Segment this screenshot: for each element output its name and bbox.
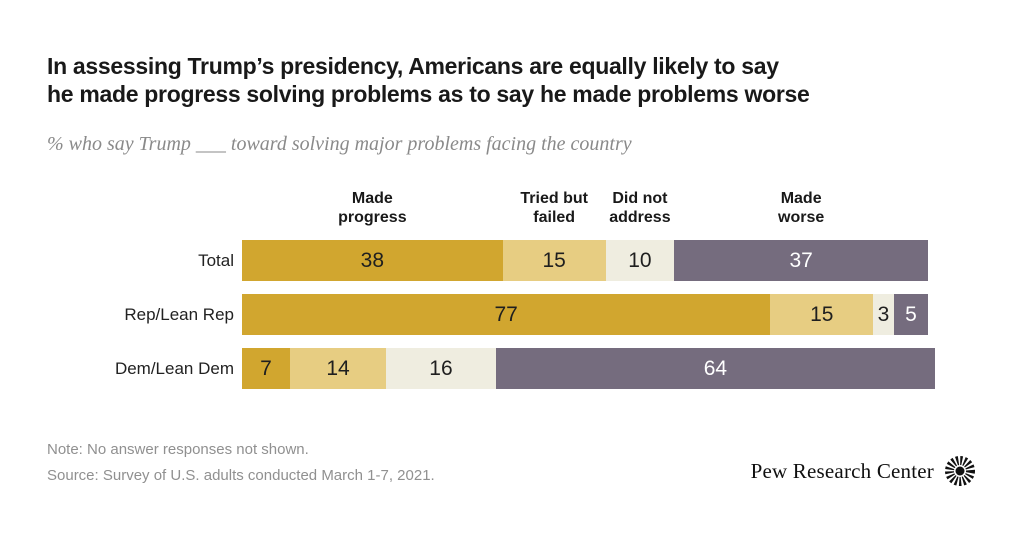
pew-starburst-icon — [945, 456, 975, 486]
bar-segment: 38 — [242, 240, 503, 282]
bar-segment: 15 — [502, 240, 606, 282]
bar-segment: 5 — [893, 294, 929, 336]
brand-wordmark: Pew Research Center — [750, 458, 934, 483]
row-label: Dem/Lean Dem — [114, 358, 234, 378]
bar-segment: 77 — [242, 294, 771, 336]
column-header: Made progress — [242, 189, 503, 227]
chart-row: Total 38 15 10 37 — [47, 240, 977, 282]
stacked-bar: 38 15 10 37 — [242, 240, 935, 282]
bar-segment: 3 — [873, 294, 894, 336]
footnotes: Note: No answer responses not shown. Sou… — [47, 437, 435, 489]
column-header-line: failed — [533, 209, 576, 227]
column-header-line: Did not — [612, 190, 668, 208]
stacked-bar: 77 15 3 5 — [242, 294, 935, 336]
bar-segment: 7 — [242, 348, 291, 390]
page-title: In assessing Trump’s presidency, America… — [47, 52, 977, 108]
bar-value-label: 64 — [703, 356, 728, 380]
bar-segment: 15 — [770, 294, 874, 336]
row-label: Total — [198, 250, 234, 270]
title-line-2: he made progress solving problems as to … — [47, 81, 810, 108]
row-label: Rep/Lean Rep — [124, 304, 234, 324]
bar-value-label: 77 — [494, 302, 518, 326]
chart-rows: Total 38 15 10 37 Rep/Lean Rep 77 15 3 5 Dem/Lean … — [47, 240, 977, 390]
note-line: Note: No answer responses not shown. — [47, 441, 309, 458]
bar-value-label: 7 — [260, 356, 272, 380]
column-header-line: progress — [338, 209, 407, 227]
bar-value-label: 10 — [628, 248, 652, 272]
bar-segment: 16 — [386, 348, 496, 390]
bar-value-label: 15 — [810, 302, 834, 326]
column-header-line: address — [609, 209, 671, 227]
column-header: Made worse — [674, 189, 928, 227]
bar-value-label: 5 — [905, 302, 917, 326]
chart-row: Rep/Lean Rep 77 15 3 5 — [47, 294, 977, 336]
column-header-line: worse — [778, 209, 825, 227]
chart-row: Dem/Lean Dem 7 14 16 64 — [47, 348, 977, 390]
bar-value-label: 16 — [429, 356, 453, 380]
column-header-line: Made — [351, 190, 393, 208]
column-header-line: Made — [780, 190, 822, 208]
bar-value-label: 15 — [542, 248, 566, 272]
bar-segment: 37 — [674, 240, 929, 282]
bar-value-label: 38 — [360, 248, 385, 272]
stacked-bar-chart: Made progress Tried but failed Did not addres… — [47, 189, 977, 390]
source-line: Source: Survey of U.S. adults conducted … — [47, 467, 435, 484]
column-header: Did not address — [606, 189, 675, 227]
footer: Note: No answer responses not shown. Sou… — [47, 437, 977, 489]
bar-segment: 10 — [605, 240, 675, 282]
column-headers-row: Made progress Tried but failed Did not addres… — [242, 189, 935, 227]
bar-segment: 64 — [495, 348, 935, 390]
title-line-1: In assessing Trump’s presidency, America… — [47, 53, 779, 79]
bar-value-label: 14 — [326, 356, 350, 380]
bar-value-label: 37 — [789, 248, 813, 272]
brand: Pew Research Center — [751, 454, 977, 488]
bar-segment: 14 — [290, 348, 387, 390]
chart-subtitle: % who say Trump ___ toward solving major… — [47, 133, 632, 156]
bar-value-label: 3 — [877, 302, 890, 326]
column-header-line: Tried but — [520, 190, 588, 208]
stacked-bar: 7 14 16 64 — [242, 348, 935, 390]
column-header: Tried but failed — [503, 189, 606, 227]
